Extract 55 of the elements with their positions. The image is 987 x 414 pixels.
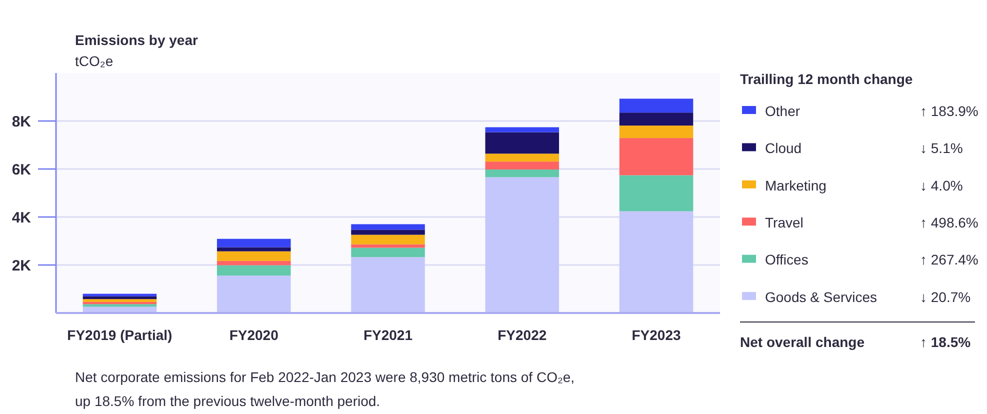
legend-title: Trailling 12 month change (740, 71, 913, 87)
bar (82, 296, 157, 300)
legend-label: Cloud (765, 140, 802, 156)
bar (351, 257, 425, 313)
legend-label: Travel (765, 214, 804, 230)
bar (619, 175, 694, 212)
legend-label: Offices (765, 252, 808, 268)
bar (351, 248, 425, 258)
x-tick-label: FY2023 (632, 327, 682, 343)
chart-title: Emissions by year (75, 32, 199, 48)
x-tick-label: FY2021 (363, 327, 413, 343)
x-tick-label: FY2022 (498, 327, 547, 343)
bar (485, 169, 560, 178)
bar (619, 211, 694, 313)
text: ↓ 5.1% (920, 140, 963, 156)
bar (485, 132, 560, 154)
y-tick-label: 2K (12, 257, 32, 274)
x-tick-label: FY2019 (Partial) (67, 327, 172, 343)
text: ↑ 498.6% (920, 214, 978, 230)
x-tick-label: FY2020 (229, 327, 279, 343)
bar (619, 138, 694, 176)
bar (82, 302, 157, 304)
text: ↓ 20.7% (920, 288, 971, 305)
text: ↑ 18.5% (920, 334, 972, 350)
bar (82, 299, 157, 302)
bar (619, 112, 694, 126)
bar (485, 177, 560, 313)
bar (216, 260, 291, 266)
bar (351, 224, 425, 230)
text: Net overall change (740, 334, 865, 350)
bar (351, 230, 425, 235)
legend-label: Marketing (765, 177, 826, 194)
legend-label: Other (765, 102, 800, 119)
y-axis-title: tCO₂e (75, 53, 114, 69)
bar (351, 234, 425, 244)
bar (216, 251, 291, 261)
bar (619, 126, 694, 138)
bar (619, 98, 694, 113)
bar (216, 247, 291, 252)
bar (485, 154, 560, 162)
text: ↓ 4.0% (920, 177, 963, 194)
y-tick-label: 6K (12, 161, 32, 178)
bar (485, 162, 560, 170)
bar (216, 238, 291, 248)
text: ↑ 267.4% (920, 252, 978, 268)
text: ↑ 183.9% (920, 102, 978, 119)
text: Net corporate emissions for Feb 2022-Jan 2023 were 8,930 metric tons of CO₂e, up 18.5% from the previous twelve-month period. (75, 369, 575, 409)
bar (216, 265, 291, 276)
y-tick-label: 8K (12, 113, 32, 130)
bar (216, 276, 291, 313)
bar (485, 127, 560, 132)
y-tick-label: 4K (12, 209, 32, 226)
legend-label: Goods & Services (765, 288, 878, 305)
bar (82, 304, 157, 307)
bar (351, 244, 425, 248)
